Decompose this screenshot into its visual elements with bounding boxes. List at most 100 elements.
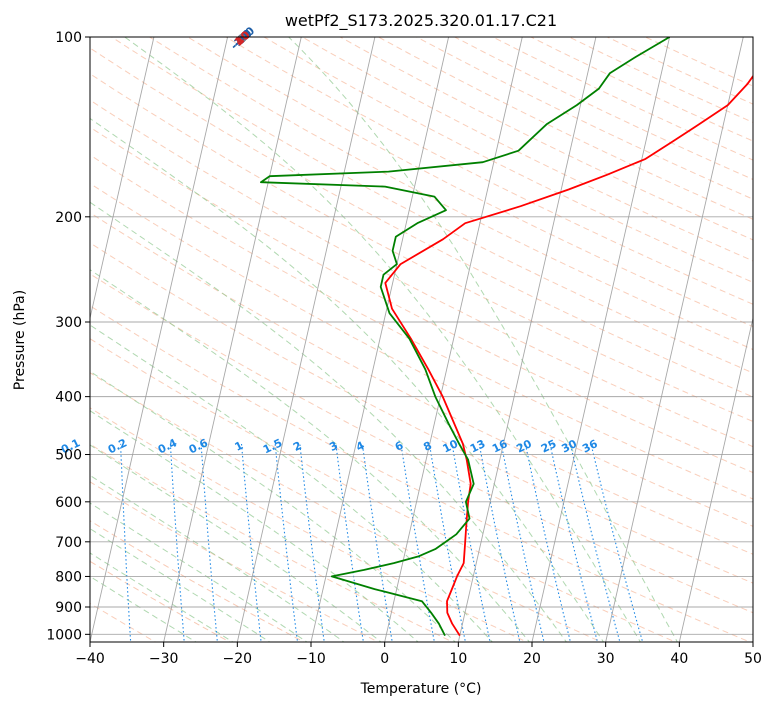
dry-adiabat — [90, 481, 380, 642]
dry-adiabat — [90, 560, 231, 642]
dry-adiabat — [644, 37, 753, 87]
y-tick-label: 100 — [55, 30, 82, 46]
y-tick-label: 800 — [55, 569, 82, 585]
mixing-ratio-line — [335, 443, 364, 642]
grid — [90, 37, 753, 642]
moist-adiabat — [90, 575, 197, 642]
isotherm-line — [752, 639, 753, 642]
mixing-ratio-line — [569, 443, 621, 642]
mixing-ratio-label: 0.2 — [106, 436, 129, 456]
dry-adiabat — [224, 37, 753, 305]
dry-adiabat — [90, 212, 753, 555]
plot-frame — [89, 36, 754, 643]
temperature-line — [384, 74, 753, 637]
isotherm-line — [236, 37, 376, 642]
mixing-ratio-line — [549, 443, 598, 642]
x-tick-label: −40 — [75, 651, 105, 667]
y-tick-label: 400 — [55, 390, 82, 406]
y-tick-label: 900 — [55, 600, 82, 616]
dry-adiabat — [90, 47, 753, 398]
y-tick-label: 700 — [55, 535, 82, 551]
x-tick-label: 40 — [670, 651, 688, 667]
moist-adiabat — [90, 444, 382, 642]
moist-adiabat — [90, 324, 494, 642]
mixing-ratio-line — [240, 443, 262, 642]
dry-adiabat — [90, 338, 677, 642]
dry-adiabat — [339, 37, 753, 241]
y-tick-label: 1000 — [46, 627, 82, 643]
mixing-ratio-line — [361, 443, 393, 642]
mixing-ratio-line — [451, 443, 491, 642]
dry-adiabat — [90, 273, 753, 614]
mixing-ratio-line — [200, 443, 218, 642]
dry-adiabat — [186, 37, 753, 328]
isotherm-line — [163, 37, 302, 642]
mixing-ratio-label: 8 — [421, 439, 434, 454]
mixing-ratio-label: 1.5 — [261, 436, 284, 456]
mixing-ratio-label: 25 — [539, 437, 558, 455]
dry-adiabat — [529, 37, 753, 142]
isotherm-line — [90, 37, 155, 321]
mixing-ratio-label: 2 — [291, 439, 304, 454]
moist-adiabat — [90, 370, 456, 642]
x-tick-label: 50 — [744, 651, 762, 667]
isotherm-line — [457, 37, 597, 642]
dry-adiabat — [263, 37, 753, 283]
isotherm-line — [384, 37, 523, 642]
x-tick-label: −20 — [223, 651, 253, 667]
dry-adiabat — [0, 25, 11, 645]
moist-adiabat — [90, 552, 234, 642]
mixing-ratio-label: 0.4 — [156, 436, 180, 456]
dry-adiabat — [90, 154, 753, 500]
line-labels: -100-90-80-70-60-50-40-30-20-10010203040… — [59, 24, 600, 456]
mixing-ratio-label: 4 — [354, 439, 367, 454]
isotherm-line — [310, 37, 450, 642]
dewpoint-line — [260, 37, 671, 637]
dry-adiabat — [377, 37, 753, 220]
moist-adiabat — [90, 117, 605, 642]
isotherm-line — [531, 37, 671, 642]
chart-title: wetPf2_S173.2025.320.01.17.C21 — [285, 11, 557, 31]
y-tick-label: 500 — [55, 448, 82, 464]
mixing-ratio-line — [524, 443, 571, 642]
mixing-ratio-line — [274, 443, 299, 642]
y-tick-label: 600 — [55, 495, 82, 511]
dry-adiabat — [110, 37, 753, 374]
mixing-ratio-label: 30 — [560, 437, 580, 456]
mixing-ratio-label: 1 — [233, 439, 246, 454]
mixing-ratio-label: 10 — [441, 437, 461, 456]
moist-adiabat — [90, 201, 568, 642]
dry-adiabat — [90, 242, 753, 584]
mixing-ratio-label: 16 — [490, 437, 510, 456]
mixing-ratio-label: 6 — [393, 439, 406, 454]
mixing-ratio-line — [500, 443, 545, 642]
dry-adiabat — [90, 73, 753, 423]
mixing-ratio-line — [120, 443, 132, 642]
axes: −40 −30 −20 −10 0 10 20 30 40 5010020030040050060… — [46, 30, 762, 667]
mixing-ratio-label: 3 — [327, 439, 340, 454]
x-axis-label: Temperature (°C) — [360, 681, 482, 697]
x-tick-label: −30 — [149, 651, 179, 667]
moist-adiabat — [90, 269, 531, 642]
dry-adiabat — [148, 37, 753, 351]
dry-adiabat — [90, 520, 306, 642]
x-tick-label: 30 — [597, 651, 615, 667]
moist-adiabat — [90, 474, 345, 642]
mixing-ratio-label: 13 — [468, 437, 487, 455]
y-tick-label: 300 — [55, 315, 82, 331]
dry-adiabat — [90, 372, 603, 642]
y-axis-label: Pressure (hPa) — [12, 290, 28, 390]
mixing-ratio-line — [478, 443, 521, 642]
x-tick-label: −10 — [296, 651, 326, 667]
series-lines — [260, 37, 753, 637]
dry-adiabat — [453, 37, 753, 181]
mixing-ratio-line — [590, 443, 644, 642]
mixing-ratio-line — [400, 443, 435, 642]
isotherm-line — [90, 37, 229, 642]
dry-adiabat — [90, 305, 752, 642]
x-tick-label: 0 — [380, 651, 389, 667]
background-lines — [0, 25, 753, 645]
dry-adiabat — [491, 37, 753, 161]
